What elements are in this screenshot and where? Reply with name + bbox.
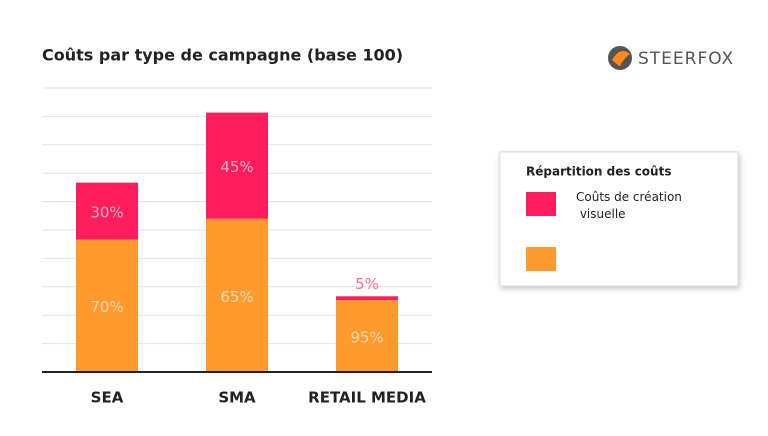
value-label: 70%	[90, 298, 123, 316]
legend-label: Coûts de création visuelle	[576, 190, 682, 221]
logo-text: STEERFOX	[638, 49, 734, 69]
bar-segment	[206, 112, 268, 219]
x-tick-label: SEA	[91, 389, 124, 407]
value-label: 45%	[220, 158, 253, 176]
bar-segment	[336, 296, 398, 301]
bar-segment	[76, 239, 138, 372]
value-label: 95%	[350, 329, 383, 347]
chart-title: Coûts par type de campagne (base 100)	[42, 46, 403, 65]
bar-segment	[206, 218, 268, 372]
value-label: 5%	[355, 275, 379, 293]
logo-icon	[608, 46, 632, 70]
legend-swatch	[526, 192, 556, 216]
bar-segment	[336, 300, 398, 372]
bar-segment	[76, 182, 138, 240]
value-label: 65%	[220, 288, 253, 306]
x-tick-label: SMA	[218, 389, 256, 407]
legend-swatch	[526, 247, 556, 271]
value-label: 30%	[90, 204, 123, 222]
x-tick-label: RETAIL MEDIA	[308, 389, 426, 407]
legend-title: Répartition des coûts	[526, 165, 671, 179]
